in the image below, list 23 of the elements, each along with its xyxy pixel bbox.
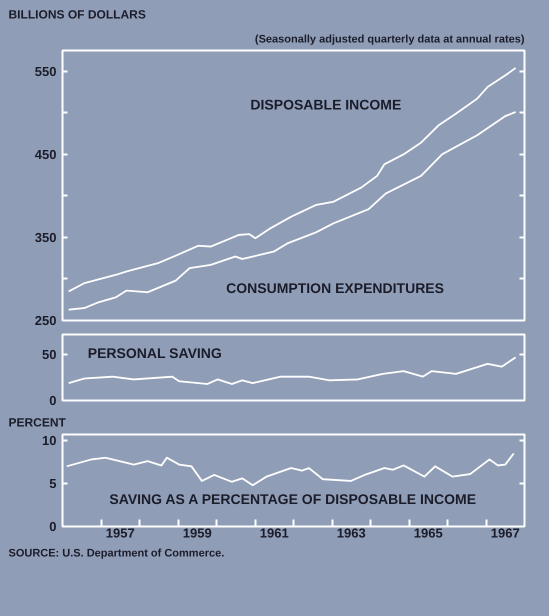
y-tick-label: 450 bbox=[34, 146, 57, 162]
text: DISPOSABLE INCOME bbox=[250, 96, 402, 112]
y-tick-label: 0 bbox=[49, 393, 57, 408]
y-tick-label: 550 bbox=[34, 64, 57, 79]
chart-subtitle: (Seasonally adjusted quarterly data at annual rates) bbox=[254, 34, 525, 46]
x-tick-label: 1959 bbox=[182, 526, 212, 540]
y-tick-label: 0 bbox=[49, 519, 57, 534]
series-label: CONSUMPTION EXPENDITURES bbox=[226, 280, 444, 296]
x-tick-label: 1967 bbox=[490, 526, 520, 540]
y-axis-title: BILLIONS OF DOLLARS bbox=[8, 8, 146, 22]
x-tick-label: 1965 bbox=[414, 526, 443, 540]
x-tick-label: 1957 bbox=[106, 526, 135, 540]
source-note: SOURCE: U.S. Department of Commerce. bbox=[8, 548, 224, 560]
y-tick-label: 50 bbox=[42, 347, 57, 362]
y-tick-label: 250 bbox=[34, 313, 57, 328]
y-tick-label: 350 bbox=[34, 230, 57, 245]
y-tick-label: 10 bbox=[42, 433, 57, 448]
x-tick-label: 1963 bbox=[336, 526, 366, 540]
y-axis-title: PERCENT bbox=[8, 416, 67, 430]
series-label: SAVING AS A PERCENTAGE OF DISPOSABLE INCOME bbox=[109, 490, 476, 507]
y-tick-label: 5 bbox=[49, 476, 57, 492]
x-tick-label: 1961 bbox=[260, 526, 289, 540]
legend-label: PERSONAL SAVING bbox=[88, 344, 222, 361]
